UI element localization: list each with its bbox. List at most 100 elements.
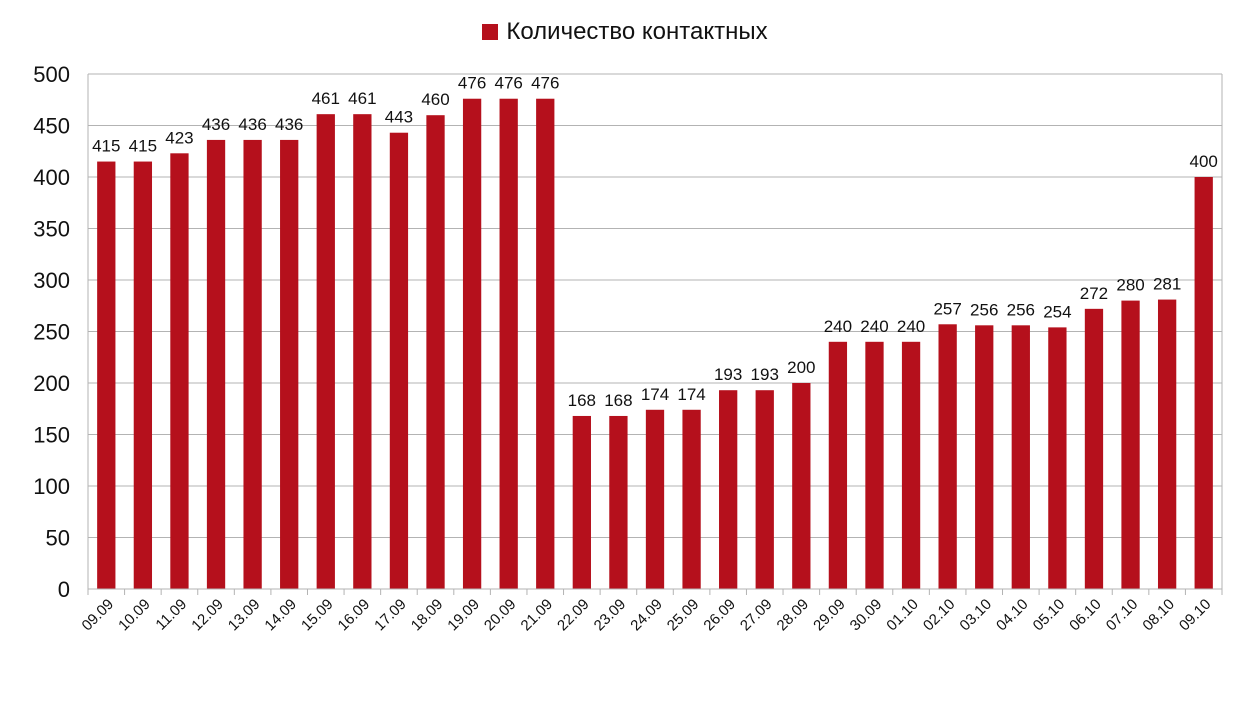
- x-tick-label: 02.10: [920, 596, 959, 635]
- x-tick-label: 05.10: [1030, 596, 1069, 635]
- bar: [1157, 299, 1177, 589]
- x-tick-label: 21.09: [518, 596, 557, 635]
- bar: [353, 114, 372, 590]
- bar: [499, 98, 518, 589]
- x-tick-label: 26.09: [700, 596, 739, 635]
- x-tick-label: 17.09: [371, 596, 410, 635]
- y-tick-label: 150: [33, 423, 70, 448]
- bar: [389, 132, 409, 589]
- data-label: 257: [933, 299, 961, 318]
- x-tick-label: 09.10: [1176, 596, 1215, 635]
- bar: [609, 415, 628, 589]
- data-label: 193: [751, 365, 779, 384]
- data-label: 281: [1153, 275, 1181, 294]
- x-tick-label: 09.09: [79, 596, 118, 635]
- data-label: 400: [1190, 152, 1218, 171]
- y-tick-label: 400: [33, 165, 70, 190]
- bar: [975, 325, 994, 589]
- bar: [572, 415, 591, 589]
- data-label: 254: [1043, 302, 1071, 321]
- bar: [170, 153, 189, 589]
- y-tick-label: 200: [33, 371, 70, 396]
- x-tick-label: 06.10: [1066, 596, 1105, 635]
- y-tick-label: 350: [33, 217, 70, 242]
- legend-label: Количество контактных: [506, 18, 768, 45]
- bar: [682, 409, 701, 589]
- data-label: 240: [824, 317, 852, 336]
- x-tick-label: 28.09: [774, 596, 813, 635]
- bar: [426, 115, 445, 589]
- data-label: 174: [677, 385, 705, 404]
- bar: [1194, 177, 1213, 589]
- x-tick-label: 12.09: [188, 596, 227, 635]
- x-tick-label: 16.09: [335, 596, 374, 635]
- x-tick-label: 07.10: [1103, 596, 1142, 635]
- bar: [243, 139, 262, 590]
- data-label: 423: [165, 128, 193, 147]
- legend-swatch: [482, 24, 499, 40]
- x-tick-label: 20.09: [481, 596, 520, 635]
- x-tick-label: 08.10: [1139, 596, 1178, 635]
- x-tick-label: 11.09: [152, 596, 190, 634]
- y-tick-label: 500: [33, 62, 70, 87]
- x-tick-label: 01.10: [883, 596, 922, 635]
- x-tick-label: 15.09: [298, 596, 337, 635]
- data-label: 476: [531, 74, 559, 93]
- data-label: 436: [238, 115, 266, 134]
- bar: [865, 341, 884, 589]
- y-tick-label: 250: [33, 320, 70, 345]
- data-label: 415: [129, 137, 157, 156]
- x-tick-label: 25.09: [664, 596, 703, 635]
- data-label: 476: [458, 74, 486, 93]
- data-label: 240: [897, 317, 925, 336]
- bar: [938, 324, 957, 589]
- x-tick-label: 03.10: [956, 596, 995, 635]
- data-label: 443: [385, 108, 413, 127]
- bar: [316, 114, 335, 590]
- data-label: 476: [494, 74, 522, 93]
- x-tick-label: 13.09: [225, 596, 264, 635]
- x-tick-label: 27.09: [737, 596, 776, 635]
- x-tick-label: 14.09: [261, 596, 300, 635]
- y-tick-label: 450: [33, 114, 70, 139]
- y-tick-label: 50: [46, 526, 70, 551]
- bar: [901, 341, 921, 589]
- data-label: 240: [860, 317, 888, 336]
- data-label: 168: [568, 391, 596, 410]
- data-label: 280: [1116, 276, 1144, 295]
- bar: [462, 98, 482, 589]
- x-tick-label: 19.09: [444, 596, 483, 635]
- bar: [792, 383, 811, 589]
- data-label: 256: [970, 300, 998, 319]
- bar: [97, 161, 116, 590]
- y-tick-label: 0: [58, 577, 70, 602]
- bar: [1011, 325, 1030, 589]
- x-tick-label: 30.09: [847, 596, 886, 635]
- data-label: 272: [1080, 284, 1108, 303]
- data-label: 168: [604, 391, 632, 410]
- bar: [280, 139, 299, 590]
- bar: [206, 139, 226, 590]
- data-label: 436: [275, 115, 303, 134]
- bar: [828, 341, 848, 589]
- x-tick-label: 23.09: [591, 596, 630, 635]
- bar: [133, 161, 153, 590]
- data-label: 256: [1007, 300, 1035, 319]
- y-tick-label: 100: [33, 474, 70, 499]
- bar: [645, 409, 665, 589]
- data-label: 200: [787, 358, 815, 377]
- data-label: 193: [714, 365, 742, 384]
- bar: [1121, 300, 1140, 589]
- bar: [536, 98, 555, 589]
- data-label: 436: [202, 115, 230, 134]
- x-tick-label: 22.09: [554, 596, 593, 635]
- legend: Количество контактных: [0, 18, 1250, 46]
- x-tick-label: 04.10: [993, 596, 1032, 635]
- x-tick-label: 29.09: [810, 596, 849, 635]
- data-label: 461: [312, 89, 340, 108]
- x-tick-label: 24.09: [627, 596, 666, 635]
- data-label: 174: [641, 385, 669, 404]
- data-label: 415: [92, 137, 120, 156]
